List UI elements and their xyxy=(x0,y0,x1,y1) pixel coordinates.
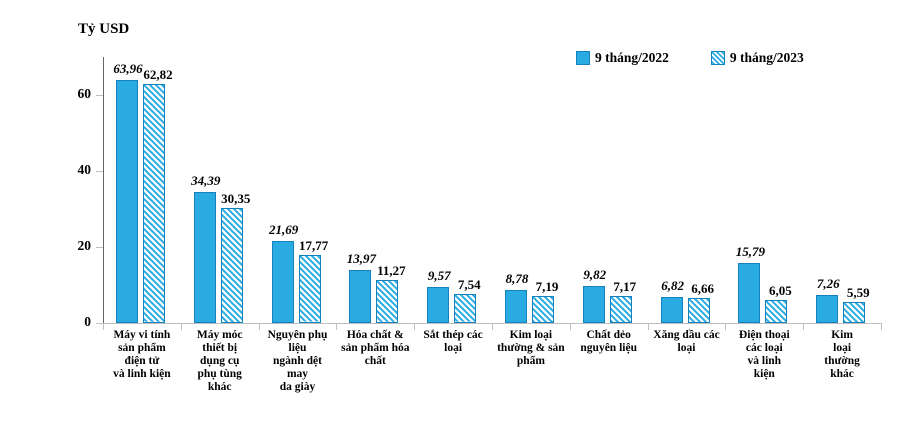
bar-2023-6 xyxy=(609,295,632,323)
legend-item-2023: 9 tháng/2023 xyxy=(710,50,804,66)
legend-label-2022: 9 tháng/2022 xyxy=(595,50,669,65)
value-label-2023: 6,66 xyxy=(691,280,714,296)
value-label-2022: 9,82 xyxy=(583,266,607,282)
value-label-2022: 63,96 xyxy=(113,60,143,76)
value-label-2023: 30,35 xyxy=(221,190,251,206)
bar-2023-2 xyxy=(298,255,321,323)
bar-2022-2 xyxy=(271,240,294,323)
x-tick-mark xyxy=(336,324,338,330)
bar-2023-9 xyxy=(843,301,866,323)
value-label-2023: 17,77 xyxy=(298,238,329,254)
value-label-2022: 7,26 xyxy=(816,276,840,292)
bar-2022-8 xyxy=(738,262,761,323)
x-category-label: Kim loại thường & sản phẩm xyxy=(497,329,565,367)
bar-2023-7 xyxy=(687,297,710,323)
x-category-label: Nguyên phụ liệu ngành dệt may da giày xyxy=(267,329,328,393)
y-tick-label: 60 xyxy=(77,86,92,101)
value-label-2022: 15,79 xyxy=(735,243,766,259)
value-label-2022: 21,69 xyxy=(268,221,299,237)
legend-swatch-solid-icon xyxy=(576,51,590,65)
x-category-label: Điện thoại các loại và linh kiện xyxy=(738,329,790,380)
bar-2022-6 xyxy=(582,285,605,323)
bar-2022-4 xyxy=(427,286,450,323)
bar-2023-1 xyxy=(220,207,243,323)
value-label-2023: 7,54 xyxy=(457,277,481,293)
y-axis-line xyxy=(103,57,104,324)
x-tick-mark xyxy=(414,324,416,330)
value-label-2022: 13,97 xyxy=(346,250,377,266)
y-tick-mark xyxy=(96,171,103,172)
bar-2023-8 xyxy=(765,300,788,323)
x-tick-mark xyxy=(258,324,260,330)
bar-2023-5 xyxy=(532,295,554,323)
x-tick-mark xyxy=(103,324,104,330)
y-tick-label: 0 xyxy=(84,314,91,329)
bar-2022-0 xyxy=(116,79,138,323)
x-tick-mark xyxy=(569,324,571,330)
bar-2023-4 xyxy=(454,294,477,323)
x-tick-mark xyxy=(492,324,493,330)
x-category-label: Máy móc thiết bị dụng cụ phụ tùng khác xyxy=(196,329,243,393)
legend-swatch-hatched-icon xyxy=(710,51,725,65)
x-category-label: Kim loại thường khác xyxy=(824,329,860,380)
value-label-2023: 5,59 xyxy=(846,284,870,300)
y-tick-label: 20 xyxy=(77,238,92,253)
legend: 9 tháng/2022 9 tháng/2023 xyxy=(576,50,804,66)
bar-2022-1 xyxy=(193,192,216,323)
x-category-label: Hóa chất & sản phẩm hóa chất xyxy=(341,329,410,367)
bar-2022-7 xyxy=(660,297,683,323)
bar-2022-3 xyxy=(349,269,372,323)
bar-2023-3 xyxy=(376,280,399,323)
x-tick-mark xyxy=(180,324,182,330)
value-label-2023: 62,82 xyxy=(143,67,173,83)
value-label-2023: 7,17 xyxy=(613,278,637,294)
y-tick-label: 40 xyxy=(77,162,92,177)
x-tick-mark xyxy=(725,324,727,330)
legend-item-2022: 9 tháng/2022 xyxy=(576,50,669,66)
value-label-2023: 7,19 xyxy=(535,278,559,294)
x-tick-mark xyxy=(803,324,805,330)
plot-area: 0 20 40 60 63,96 62,82 34,39 30,35 21,69 17,77 13,… xyxy=(78,57,882,330)
bar-2022-5 xyxy=(505,289,527,323)
bar-2022-9 xyxy=(816,295,839,323)
y-tick-mark xyxy=(96,247,103,248)
value-label-2023: 6,05 xyxy=(769,283,792,298)
value-label-2022: 9,57 xyxy=(427,267,451,283)
x-category-label: Chất dẻo nguyên liệu xyxy=(580,329,637,354)
value-label-2022: 34,39 xyxy=(191,173,221,189)
y-tick-mark xyxy=(96,323,103,324)
x-axis-baseline xyxy=(103,323,882,324)
x-category-label: Sắt thép các loại xyxy=(423,329,483,354)
x-category-label: Máy vi tính sản phẩm điện tử và linh kiện xyxy=(113,329,171,380)
value-label-2023: 11,27 xyxy=(377,263,406,279)
bar-2023-0 xyxy=(143,84,165,323)
x-tick-mark xyxy=(647,324,649,330)
y-tick-mark xyxy=(96,95,103,96)
y-axis-title: Tỷ USD xyxy=(78,21,130,37)
x-category-label: Xăng dầu các loại xyxy=(653,329,720,354)
value-label-2022: 8,78 xyxy=(505,270,529,286)
value-label-2022: 6,82 xyxy=(661,278,684,294)
x-tick-mark xyxy=(881,324,882,330)
legend-label-2023: 9 tháng/2023 xyxy=(729,50,804,65)
